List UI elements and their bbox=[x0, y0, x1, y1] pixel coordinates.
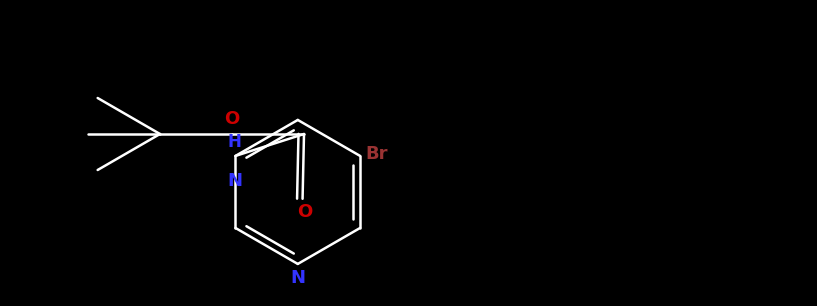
Text: O: O bbox=[297, 203, 312, 221]
Text: Br: Br bbox=[365, 145, 387, 163]
Text: N: N bbox=[227, 151, 242, 190]
Text: O: O bbox=[225, 110, 239, 128]
Text: N: N bbox=[290, 269, 306, 287]
Text: H: H bbox=[227, 133, 241, 151]
